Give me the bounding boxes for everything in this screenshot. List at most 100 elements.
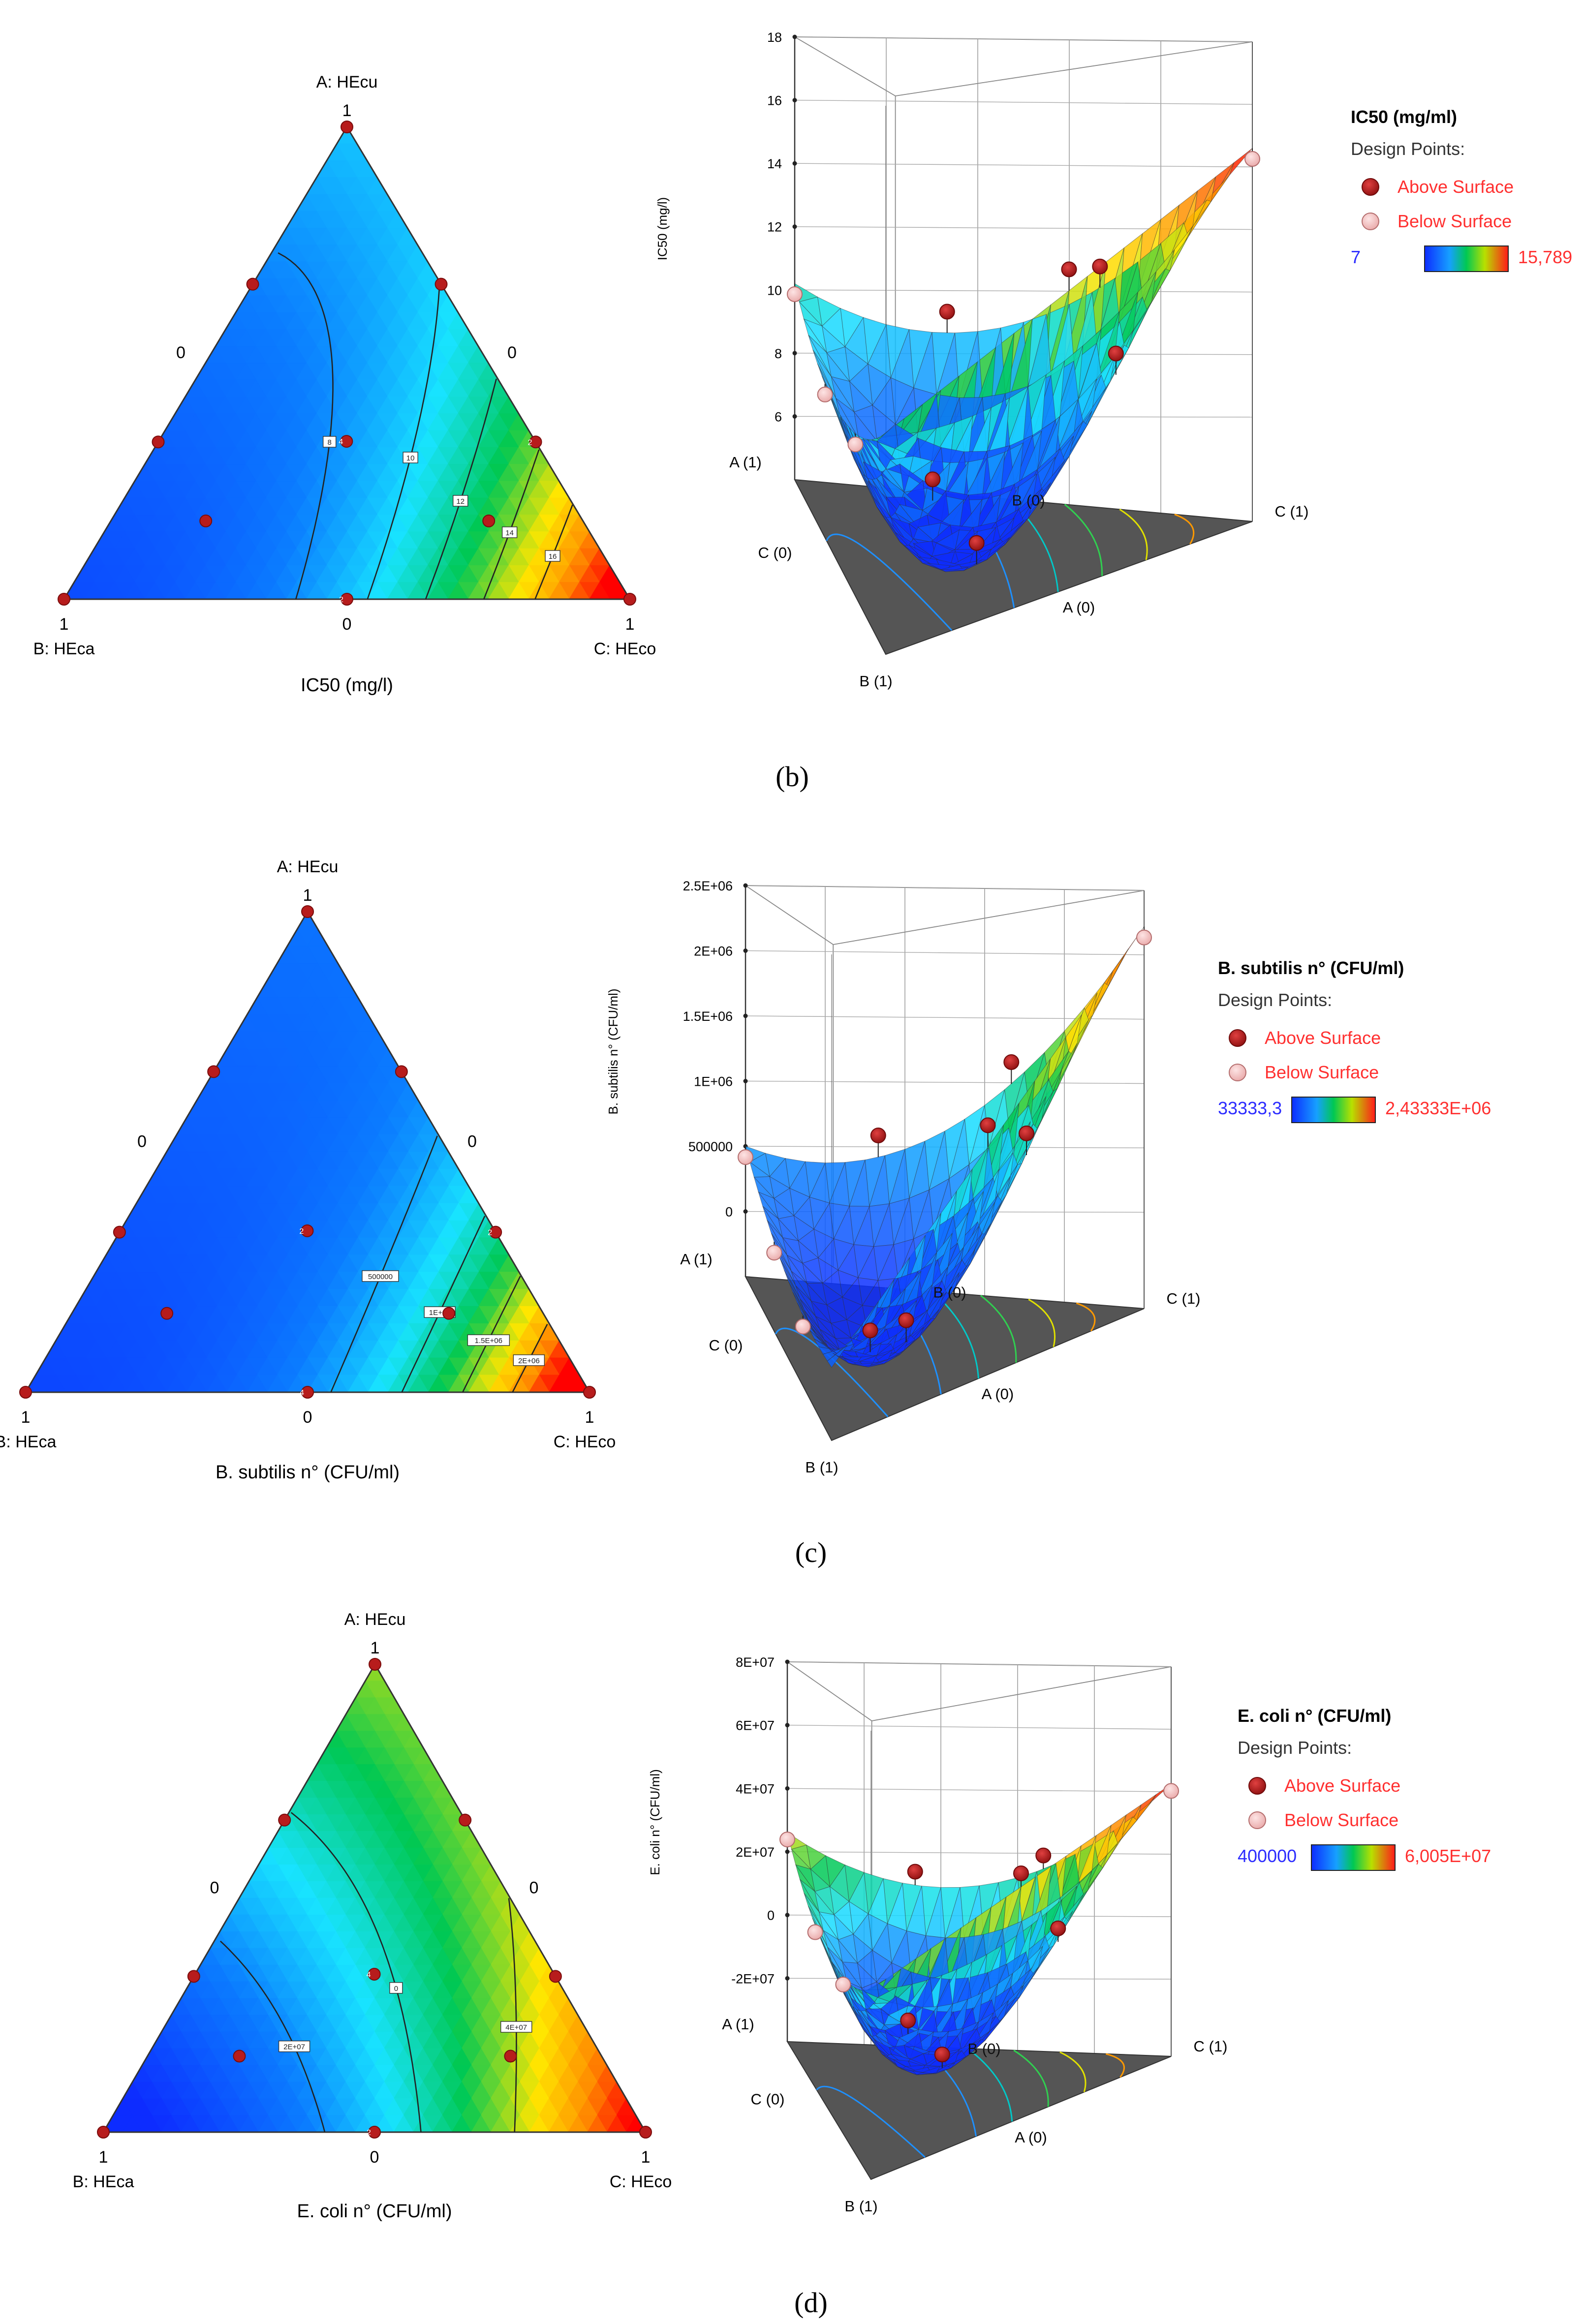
- legend-title: B. subtilis n° (CFU/ml): [1218, 958, 1404, 978]
- contour-line: [508, 1898, 517, 2133]
- axis-label-c0: C (0): [709, 1337, 743, 1354]
- tick-left: 1: [60, 615, 69, 634]
- design-point: [233, 2049, 246, 2063]
- below-surface-point: [1136, 929, 1152, 946]
- below-surface-point: [1163, 1783, 1179, 1799]
- design-point: [301, 1386, 314, 1399]
- z-tick-label: 6E+07: [736, 1718, 775, 1733]
- above-surface-point: [980, 1117, 996, 1133]
- contour-label-box: [453, 495, 468, 507]
- legend-below-marker: [1248, 1811, 1266, 1829]
- legend-below-marker: [1362, 213, 1379, 230]
- ternary-contours: 8 10 12 14 16: [278, 252, 573, 600]
- tick-bottom-mid: 0: [342, 615, 352, 634]
- tick-left: 1: [21, 1408, 31, 1427]
- floor-contour: [1064, 503, 1103, 576]
- z-tick-label: 18: [767, 30, 782, 45]
- legend-high-value: 15,789: [1518, 247, 1572, 267]
- ternary-title: B. subtilis n° (CFU/ml): [216, 1462, 400, 1483]
- z-tick-label: 1E+06: [694, 1074, 733, 1089]
- replicate-label: 2: [299, 1227, 304, 1236]
- contour-label-box: [513, 1354, 545, 1366]
- ternary-fill: [63, 126, 631, 600]
- above-surface-point: [862, 1322, 878, 1339]
- design-point: [435, 277, 448, 291]
- contour-label-box: [500, 2021, 532, 2033]
- legend-title: IC50 (mg/ml): [1351, 107, 1457, 127]
- below-surface-point: [787, 286, 803, 303]
- legend-design-points: Design Points:: [1238, 1738, 1352, 1758]
- z-tick-label: 16: [767, 93, 782, 108]
- vertex-label-a: A: HEcu: [277, 857, 339, 876]
- z-tick-dot: [785, 1723, 790, 1728]
- axis-label-b1: B (1): [859, 673, 892, 690]
- grid-line: [787, 1788, 1172, 1792]
- z-axis-title: IC50 (mg/l): [655, 197, 670, 261]
- design-point: [442, 1307, 456, 1320]
- design-point: [395, 1065, 408, 1078]
- below-surface-point: [738, 1149, 753, 1165]
- grid-line: [787, 1851, 1172, 1855]
- box-edge: [871, 1666, 1172, 1721]
- vertex-label-b: B: HEca: [0, 1433, 56, 1451]
- z-tick-dot: [785, 1849, 790, 1854]
- contour-label-box: [467, 1334, 510, 1346]
- tick-bottom-mid: 0: [370, 2148, 379, 2167]
- z-axis-title: B. subtilis n° (CFU/ml): [606, 989, 621, 1115]
- z-tick-dot: [785, 1976, 790, 1981]
- surface-plot-b: 6 8 10 12 14 16 18 IC50 (mg/l) A (1) B (0) C (1) C …: [655, 30, 1572, 690]
- z-tick-dot: [792, 161, 797, 166]
- ternary-fill: [102, 1663, 647, 2133]
- axis-label-a0: A (0): [1015, 2129, 1047, 2146]
- design-point: [368, 1967, 381, 1981]
- above-surface-point: [968, 535, 985, 551]
- design-point: [97, 2126, 110, 2139]
- surface-cell: [916, 2073, 936, 2076]
- design-point: [301, 1224, 314, 1237]
- design-point: [459, 1813, 472, 1827]
- below-surface-point: [766, 1245, 782, 1261]
- axis-label-a1: A (1): [680, 1251, 712, 1268]
- z-tick-label: 8: [775, 346, 782, 361]
- z-tick-label: 2.5E+06: [683, 879, 733, 893]
- caption-c: (c): [795, 1536, 827, 1568]
- ternary-design-points: 42: [97, 1658, 652, 2139]
- box-edge: [895, 41, 1253, 96]
- design-point: [152, 435, 165, 449]
- z-tick-dot: [743, 1013, 748, 1018]
- floor-contour: [1028, 1298, 1056, 1347]
- axis-label-c1: C (1): [1167, 1290, 1201, 1307]
- floor-contour: [980, 1295, 1017, 1363]
- ternary-fill: [25, 911, 590, 1393]
- legend-high-value: 2,43333E+06: [1385, 1098, 1491, 1118]
- z-tick-label: 500000: [688, 1139, 733, 1154]
- tick-right: 1: [641, 2148, 651, 2167]
- legend-below-label: Below Surface: [1265, 1062, 1379, 1082]
- tick-top: 1: [303, 886, 312, 905]
- z-tick-label: -2E+07: [731, 1971, 775, 1986]
- z-tick-label: 6: [775, 409, 782, 424]
- plot-box: 0 500000 1E+06 1.5E+06 2E+06 2.5E+06 B. subtil…: [606, 879, 1145, 1440]
- floor-contour: [1174, 514, 1195, 545]
- z-tick-label: 14: [767, 156, 782, 171]
- axis-label-b0: B (0): [933, 1284, 966, 1301]
- tick-bottom-mid: 0: [303, 1408, 312, 1427]
- grid-line: [787, 1661, 1172, 1667]
- z-tick-label: 10: [767, 283, 782, 298]
- legend-above-label: Above Surface: [1265, 1028, 1381, 1048]
- box-edge: [745, 885, 834, 945]
- tick-left-mid: 0: [176, 343, 186, 362]
- above-surface-point: [925, 471, 941, 488]
- grid-line: [794, 36, 1253, 42]
- floor-contour: [1076, 1302, 1096, 1332]
- surface-mesh: [745, 926, 1145, 1368]
- design-point: [207, 1065, 220, 1078]
- above-surface-point: [1050, 1920, 1066, 1936]
- axis-label-c0: C (0): [758, 544, 792, 561]
- replicate-label: 4: [300, 1389, 304, 1397]
- replicate-label: 4: [339, 438, 343, 446]
- legend-title: E. coli n° (CFU/ml): [1238, 1706, 1391, 1726]
